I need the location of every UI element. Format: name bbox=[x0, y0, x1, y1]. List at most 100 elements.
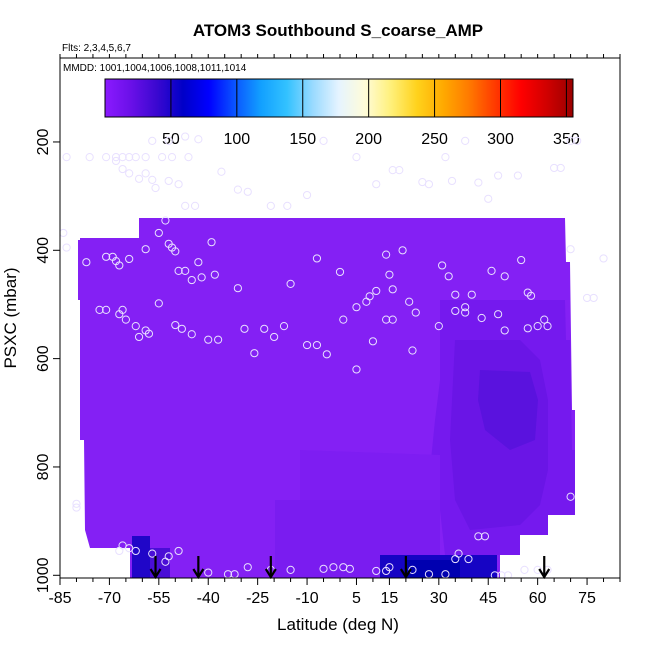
sample-point bbox=[441, 153, 450, 162]
sample-point bbox=[405, 297, 414, 306]
sample-point bbox=[589, 293, 598, 303]
heatmap-field bbox=[78, 218, 575, 578]
sample-point bbox=[233, 284, 242, 293]
heatmap-patch-core bbox=[478, 370, 538, 450]
sample-point bbox=[190, 201, 200, 210]
flight-arrows bbox=[149, 556, 551, 580]
sample-point bbox=[474, 178, 483, 187]
sample-point bbox=[540, 315, 549, 324]
sample-point bbox=[500, 272, 509, 281]
sample-point bbox=[302, 190, 312, 200]
colorbar: 50 100 150 200 250 300 350 bbox=[104, 78, 580, 148]
sample-point bbox=[164, 176, 173, 186]
sample-point bbox=[102, 305, 111, 314]
sample-point bbox=[181, 266, 190, 275]
sample-point bbox=[62, 243, 71, 252]
sample-point bbox=[467, 290, 476, 299]
sample-point bbox=[533, 322, 542, 331]
sample-point bbox=[497, 571, 506, 578]
y-tick-label: 400 bbox=[35, 237, 52, 264]
sample-point bbox=[250, 349, 259, 358]
sample-point bbox=[523, 324, 532, 333]
sample-point bbox=[283, 201, 292, 210]
sample-point bbox=[599, 254, 608, 263]
sample-point bbox=[171, 247, 180, 256]
sample-point bbox=[461, 308, 470, 317]
sample-point bbox=[398, 246, 407, 255]
sample-point bbox=[217, 167, 226, 176]
sample-point bbox=[395, 166, 404, 175]
sample-point bbox=[260, 324, 269, 333]
sample-point bbox=[171, 320, 180, 330]
sample-point bbox=[352, 153, 361, 162]
sample-point bbox=[329, 563, 338, 572]
sample-point bbox=[454, 549, 463, 558]
sample-point bbox=[194, 135, 203, 144]
sample-point bbox=[500, 326, 509, 335]
sample-point bbox=[184, 153, 193, 162]
sample-point bbox=[372, 286, 381, 296]
sample-point bbox=[72, 499, 81, 508]
sample-point bbox=[115, 261, 124, 270]
sample-point bbox=[134, 332, 144, 342]
sample-point bbox=[210, 270, 219, 279]
flight-arrow-head bbox=[538, 568, 551, 580]
sample-point bbox=[573, 136, 582, 145]
sample-point bbox=[125, 169, 134, 178]
sample-point bbox=[451, 306, 460, 316]
sample-point bbox=[111, 153, 121, 162]
sample-point bbox=[148, 136, 157, 145]
sample-point bbox=[151, 183, 160, 193]
sample-point bbox=[95, 305, 104, 314]
heatmap-surface-dark-right bbox=[405, 560, 460, 578]
sample-point bbox=[480, 532, 490, 541]
sample-point bbox=[464, 554, 473, 564]
sample-point bbox=[131, 546, 140, 556]
sample-point bbox=[566, 245, 575, 254]
sample-point bbox=[286, 279, 295, 288]
y-tick-label: 1000 bbox=[35, 557, 52, 593]
sample-point bbox=[365, 292, 374, 301]
sample-points bbox=[60, 132, 608, 578]
heatmap-surface-blue-left bbox=[132, 536, 150, 578]
sample-point bbox=[62, 153, 71, 162]
sample-point bbox=[424, 180, 434, 189]
sample-point bbox=[177, 324, 186, 333]
sample-point bbox=[556, 163, 565, 173]
sample-point bbox=[148, 175, 157, 184]
colorbar-tick-label: 50 bbox=[162, 131, 180, 148]
sample-point bbox=[266, 201, 275, 210]
sample-point bbox=[134, 174, 144, 183]
flight-arrow-head bbox=[149, 568, 162, 580]
sample-point bbox=[270, 332, 279, 342]
sample-point bbox=[72, 503, 81, 512]
sample-point bbox=[566, 492, 575, 501]
sample-point bbox=[474, 532, 483, 541]
sample-point bbox=[494, 310, 503, 319]
flight-arrow bbox=[264, 556, 277, 580]
sample-point bbox=[204, 568, 213, 577]
sample-point bbox=[451, 290, 460, 299]
sample-point bbox=[477, 313, 486, 323]
y-tick-label: 800 bbox=[35, 454, 52, 481]
sample-point bbox=[517, 255, 526, 265]
flight-arrow bbox=[192, 556, 205, 580]
sample-point bbox=[243, 563, 252, 572]
sample-point bbox=[447, 176, 457, 186]
colorbar-tick-label: 250 bbox=[421, 131, 448, 148]
sample-point bbox=[312, 254, 322, 263]
sample-point bbox=[372, 180, 381, 189]
sample-point bbox=[339, 315, 348, 324]
sample-point bbox=[233, 185, 242, 194]
x-tick-label: -10 bbox=[295, 590, 318, 607]
chart-title: ATOM3 Southbound S_coarse_AMP bbox=[193, 21, 483, 40]
sample-point bbox=[204, 335, 213, 344]
sample-point bbox=[141, 153, 150, 162]
sample-point bbox=[490, 571, 499, 578]
sample-point bbox=[118, 164, 127, 174]
sample-point bbox=[388, 285, 397, 294]
x-tick-label: 30 bbox=[430, 590, 448, 607]
sample-point bbox=[582, 293, 592, 303]
sample-point bbox=[352, 365, 361, 374]
